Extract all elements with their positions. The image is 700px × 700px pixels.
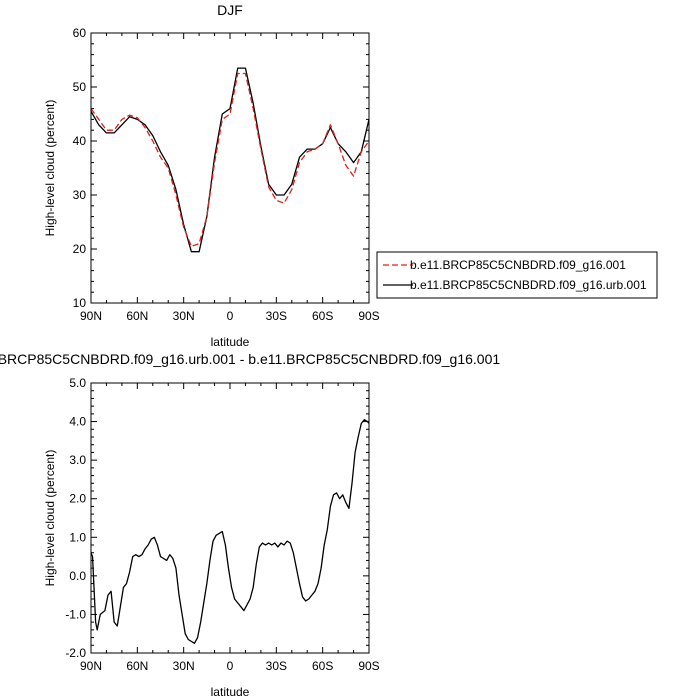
x-tick-label: 60N — [126, 309, 148, 323]
series-line-0 — [90, 72, 370, 247]
y-tick-label: 1.0 — [69, 530, 86, 544]
top-chart-y-axis-label: High-level cloud (percent) — [43, 100, 57, 237]
bottom-chart-plot-frame — [90, 382, 370, 654]
x-tick-label: 0 — [227, 659, 234, 673]
x-tick-label: 30N — [173, 309, 195, 323]
x-tick-label: 60S — [312, 659, 333, 673]
y-tick-label: 4.0 — [69, 415, 86, 429]
y-tick-label: 3.0 — [69, 453, 86, 467]
x-tick-label: 90S — [358, 309, 379, 323]
y-tick-label: 2.0 — [69, 492, 86, 506]
x-tick-label: 60N — [126, 659, 148, 673]
x-tick-label: 0 — [227, 309, 234, 323]
bottom-chart-y-axis-label: High-level cloud (percent) — [43, 450, 57, 587]
top-chart: DJF 90N 60N 30N 0 30S 60S 90S 10 20 30 40 50 60 lati… — [43, 2, 658, 349]
y-tick-label: 30 — [73, 188, 87, 202]
legend-box — [376, 251, 658, 299]
y-tick-label: 5.0 — [69, 376, 86, 390]
y-tick-label: 40 — [73, 134, 87, 148]
top-chart-legend: b.e11.BRCP85C5CNBDRD.f09_g16.001 b.e11.BR… — [376, 251, 658, 299]
y-tick-label: 0.0 — [69, 569, 86, 583]
x-tick-label: 60S — [312, 309, 333, 323]
top-chart-plot-frame — [90, 32, 370, 304]
y-tick-label: 60 — [73, 26, 87, 40]
bottom-chart-x-axis-label: latitude — [211, 685, 250, 699]
y-tick-label: 10 — [73, 296, 87, 310]
series-line-0 — [90, 418, 370, 645]
x-tick-label: 90N — [80, 309, 102, 323]
x-tick-label: 30S — [266, 659, 287, 673]
y-tick-label: -2.0 — [65, 646, 86, 660]
x-tick-label: 90N — [80, 659, 102, 673]
legend-entry-1: b.e11.BRCP85C5CNBDRD.f09_g16.urb.001 — [410, 278, 647, 292]
y-tick-label: 50 — [73, 80, 87, 94]
bottom-chart-title: b.e11.BRCP85C5CNBDRD.f09_g16.urb.001 - b… — [0, 351, 500, 367]
bottom-chart: b.e11.BRCP85C5CNBDRD.f09_g16.urb.001 - b… — [0, 351, 500, 699]
legend-entry-0: b.e11.BRCP85C5CNBDRD.f09_g16.001 — [410, 258, 626, 272]
series-line-1 — [90, 67, 370, 253]
x-tick-label: 30N — [173, 659, 195, 673]
x-tick-label: 30S — [266, 309, 287, 323]
top-chart-title: DJF — [217, 2, 243, 18]
y-tick-label: 20 — [73, 242, 87, 256]
x-tick-label: 90S — [358, 659, 379, 673]
top-chart-x-axis-label: latitude — [211, 335, 250, 349]
y-tick-label: -1.0 — [65, 607, 86, 621]
